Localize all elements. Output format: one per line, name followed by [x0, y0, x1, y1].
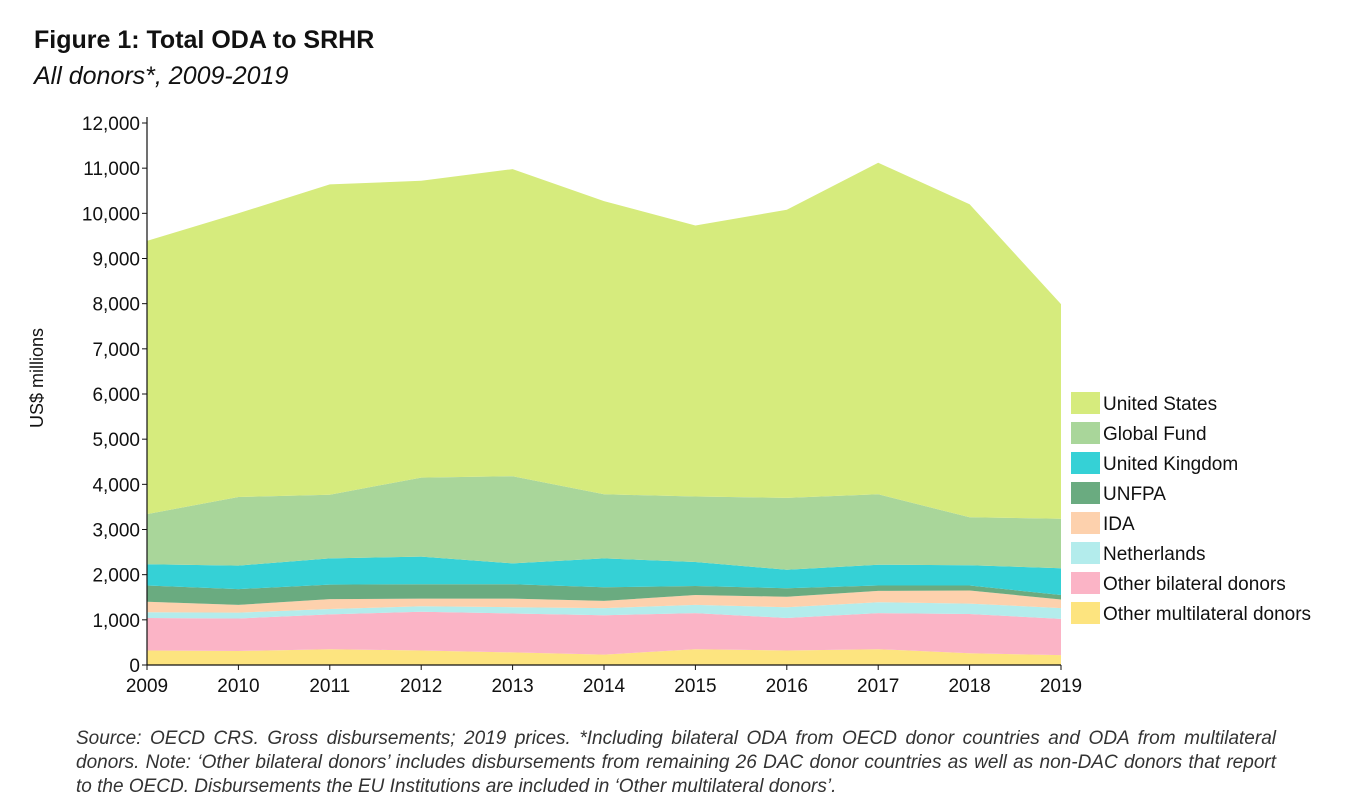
- legend-label: United States: [1103, 394, 1217, 415]
- legend-label: UNFPA: [1103, 484, 1166, 505]
- y-tick-label: 0: [129, 656, 140, 677]
- y-tick-label: 11,000: [83, 159, 140, 180]
- y-tick-label: 6,000: [92, 385, 140, 406]
- legend-swatch: [1071, 542, 1100, 564]
- area-global-fund: [147, 476, 1061, 570]
- legend-swatch: [1071, 482, 1100, 504]
- area-netherlands: [147, 602, 1061, 619]
- legend-swatch: [1071, 452, 1100, 474]
- area-united-states: [147, 162, 1061, 519]
- y-tick-label: 9,000: [92, 250, 140, 271]
- x-tick-label: 2018: [948, 676, 990, 697]
- legend: United States Global Fund United Kingdom UN…: [1071, 392, 1311, 625]
- x-tick-label: 2010: [217, 676, 259, 697]
- area-series-group: [147, 162, 1061, 665]
- area-unfpa: [147, 584, 1061, 605]
- y-tick-label: 12,000: [82, 114, 140, 135]
- legend-swatch: [1071, 602, 1100, 624]
- y-tick-label: 3,000: [92, 521, 140, 542]
- legend-swatch: [1071, 512, 1100, 534]
- x-tick-label: 2019: [1040, 676, 1082, 697]
- x-tick-label: 2009: [126, 676, 168, 697]
- area-other-multilateral-donors: [147, 649, 1061, 665]
- x-tick-label: 2014: [583, 676, 626, 697]
- legend-label: IDA: [1103, 514, 1135, 535]
- y-tick-label: 1,000: [92, 611, 140, 632]
- x-tick-label: 2011: [309, 676, 350, 697]
- y-tick-label: 7,000: [92, 340, 140, 361]
- y-tick-label: 8,000: [92, 295, 140, 316]
- legend-swatch: [1071, 422, 1100, 444]
- area-ida: [147, 590, 1061, 613]
- legend-swatch: [1071, 572, 1100, 594]
- y-ticks-group: 0 1,000 2,000 3,000 4,000 5,000 6,000 7,000 8,00…: [82, 114, 147, 677]
- y-tick-label: 2,000: [92, 566, 140, 587]
- y-tick-label: 4,000: [92, 475, 140, 496]
- source-note: Source: OECD CRS. Gross disbursements; 2…: [76, 728, 1276, 797]
- area-united-kingdom: [147, 556, 1061, 595]
- x-tick-label: 2016: [766, 676, 808, 697]
- legend-label: United Kingdom: [1103, 454, 1238, 475]
- x-tick-label: 2013: [491, 676, 533, 697]
- x-tick-label: 2017: [857, 676, 899, 697]
- legend-label: Other bilateral donors: [1103, 574, 1286, 595]
- y-tick-label: 5,000: [92, 430, 140, 451]
- chart-subtitle: All donors*, 2009-2019: [34, 62, 289, 90]
- area-other-bilateral-donors: [147, 611, 1061, 656]
- legend-swatch: [1071, 392, 1100, 414]
- chart-title: Figure 1: Total ODA to SRHR: [34, 26, 375, 54]
- x-tick-label: 2012: [400, 676, 442, 697]
- legend-label: Netherlands: [1103, 544, 1205, 565]
- y-axis-label: US$ millions: [27, 328, 47, 428]
- x-tick-label: 2015: [674, 676, 716, 697]
- y-tick-label: 10,000: [82, 204, 140, 225]
- legend-label: Global Fund: [1103, 424, 1207, 445]
- legend-label: Other multilateral donors: [1103, 604, 1311, 625]
- x-ticks-group: 2009 2010 2011 2012 2013 2014 2015 2016 2017 2018…: [126, 665, 1082, 697]
